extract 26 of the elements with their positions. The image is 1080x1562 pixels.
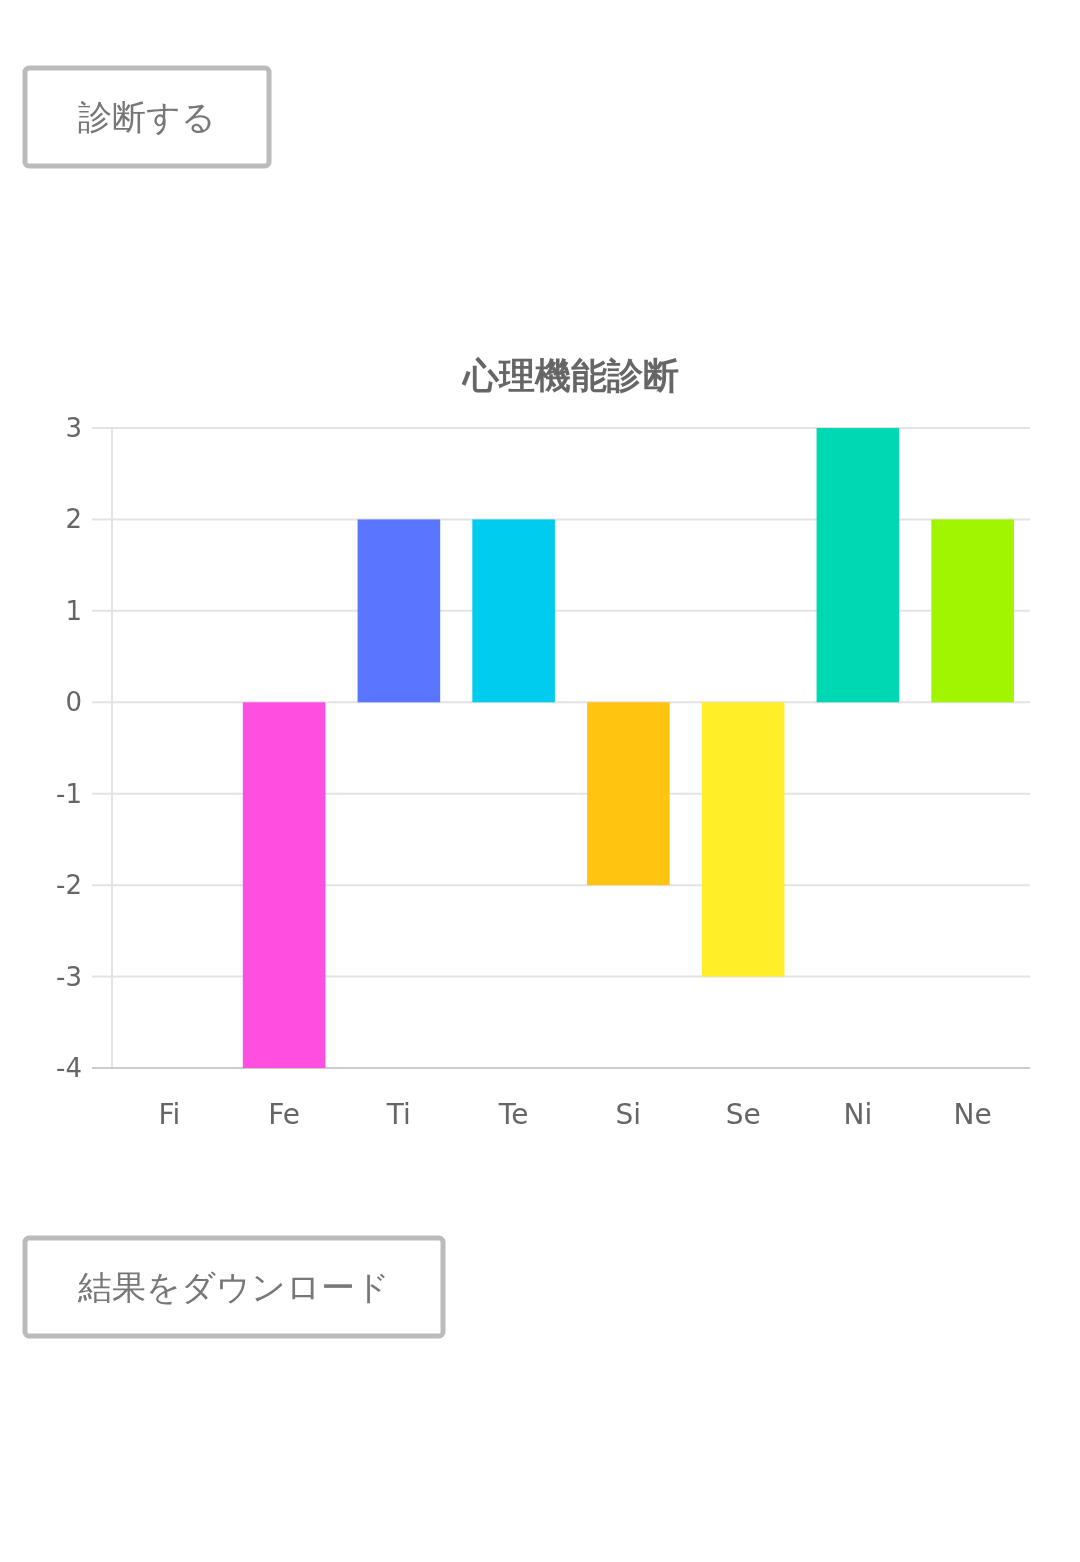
x-tick-label: Ti: [385, 1098, 411, 1131]
button: 診断する: [22, 65, 272, 169]
x-tick-label: Fi: [158, 1098, 181, 1131]
x-tick-label: Te: [497, 1098, 529, 1131]
bar: [357, 519, 441, 703]
y-tick-label: 2: [65, 504, 82, 535]
x-tick-label: Se: [725, 1098, 761, 1131]
bar: [701, 702, 785, 977]
y-tick-label: -1: [56, 778, 82, 809]
bar: [242, 702, 326, 1068]
bar: [472, 519, 555, 703]
bar: [931, 519, 1014, 703]
x-tick-label: Fe: [268, 1098, 301, 1131]
y-tick-label: 0: [65, 687, 82, 718]
x-tick-label: Ne: [953, 1098, 992, 1131]
y-tick-label: -3: [56, 961, 82, 992]
x-tick-label: Ni: [843, 1098, 873, 1131]
y-tick-label: -4: [56, 1053, 82, 1083]
y-tick-label: 3: [65, 413, 82, 443]
x-tick-label: Si: [615, 1098, 642, 1131]
chart-title: 心理機能診断: [461, 355, 679, 396]
y-tick-label: -2: [56, 870, 82, 901]
bar: [816, 428, 900, 703]
button: 結果をダウンロード: [22, 1235, 446, 1339]
bar: [587, 702, 670, 886]
y-tick-label: 1: [65, 595, 82, 626]
